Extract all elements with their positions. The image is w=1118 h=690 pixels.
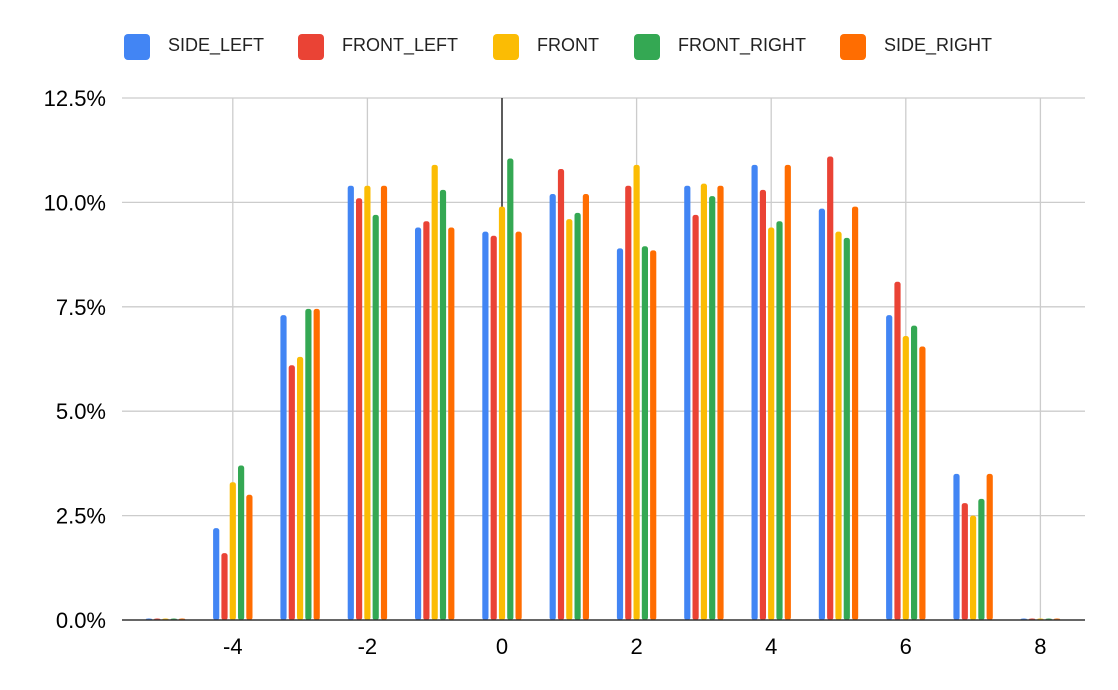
bar-front-left: [356, 198, 363, 620]
bar-front-right: [305, 308, 312, 620]
bar-side-left: [213, 528, 220, 620]
y-tick-label: 2.5%: [56, 504, 106, 529]
bar-side-right: [919, 346, 926, 620]
bars: [145, 156, 1061, 621]
bar-front-left: [423, 221, 430, 620]
bar-front: [902, 336, 909, 620]
bar-side-left: [818, 208, 825, 620]
bar-side-right: [515, 231, 522, 620]
bar-front: [700, 183, 707, 620]
bar-front-left: [288, 365, 295, 620]
bar-front-left: [490, 235, 497, 621]
x-tick-label: -4: [223, 634, 243, 659]
bar-front-right: [439, 189, 447, 620]
legend-swatch: [493, 34, 519, 60]
x-tick-label: 8: [1034, 634, 1046, 659]
y-tick-label: 0.0%: [56, 608, 106, 633]
bar-front: [566, 219, 573, 620]
legend-label: SIDE_RIGHT: [884, 35, 992, 56]
legend-label: FRONT: [537, 35, 599, 55]
bar-side-right: [852, 206, 859, 621]
bar-front-left: [759, 189, 766, 620]
bar-front-right: [843, 237, 850, 620]
bar-front-right: [776, 221, 783, 620]
bar-front-left: [221, 553, 228, 620]
legend-label: FRONT_RIGHT: [678, 35, 806, 56]
bar-front-right: [911, 325, 918, 620]
gridlines: [122, 97, 1085, 620]
bar-front: [431, 164, 438, 621]
bar-front-left: [692, 214, 699, 621]
bar-side-left: [616, 248, 624, 620]
y-tick-label: 7.5%: [56, 295, 106, 320]
legend-swatch: [634, 34, 660, 60]
bar-front-left: [961, 503, 968, 620]
bar-front-right: [574, 212, 581, 620]
bar-side-right: [717, 185, 724, 621]
y-tick-label: 10.0%: [44, 190, 106, 215]
bar-side-right: [380, 185, 388, 621]
x-tick-label: 6: [900, 634, 912, 659]
bar-front-right: [507, 158, 514, 620]
bar-side-left: [549, 194, 556, 620]
chart-legend: SIDE_LEFT FRONT_LEFT FRONT FRONT_RIGHT SIDE_…: [124, 34, 992, 60]
bar-front: [633, 164, 640, 621]
x-tick-label: -2: [358, 634, 378, 659]
y-tick-label: 5.0%: [56, 399, 106, 424]
bar-side-left: [751, 164, 758, 621]
bar-front-right: [238, 465, 245, 620]
bar-front: [835, 231, 842, 620]
bar-side-left: [280, 315, 287, 620]
bar-side-right: [448, 227, 455, 620]
x-tick-label: 0: [496, 634, 508, 659]
bar-front-right: [372, 214, 379, 621]
bar-front-left: [827, 156, 834, 621]
bar-front-right: [641, 246, 648, 621]
bar-side-left: [415, 227, 422, 620]
legend-label: FRONT_LEFT: [342, 35, 458, 56]
bar-side-right: [313, 308, 320, 620]
bar-side-left: [347, 185, 354, 621]
bar-front: [229, 482, 236, 620]
bar-front: [364, 185, 371, 621]
bar-front: [970, 515, 977, 620]
y-tick-label: 12.5%: [44, 86, 106, 111]
x-tick-label: 4: [765, 634, 777, 659]
bar-side-left: [886, 315, 893, 620]
bar-front-right: [709, 196, 716, 621]
legend-label: SIDE_LEFT: [168, 35, 264, 56]
legend-swatch: [840, 34, 866, 60]
bar-side-right: [784, 164, 791, 621]
bar-side-left: [953, 473, 960, 620]
y-axis: 0.0% 2.5% 5.0% 7.5% 10.0% 12.5%: [44, 86, 106, 633]
bar-front-left: [894, 281, 901, 620]
bar-front-left: [625, 185, 632, 621]
bar-front: [768, 227, 775, 620]
bar-front: [498, 206, 506, 621]
bar-side-right: [582, 194, 589, 620]
bar-side-right: [650, 250, 657, 620]
bar-front-left: [557, 168, 565, 620]
bar-side-right: [986, 473, 993, 620]
bar-side-left: [684, 185, 691, 621]
bar-front-right: [978, 498, 985, 620]
bar-front: [297, 356, 304, 620]
bar-side-left: [482, 231, 489, 620]
legend-swatch: [124, 34, 150, 60]
x-tick-label: 2: [630, 634, 642, 659]
bar-side-right: [246, 494, 253, 620]
legend-swatch: [298, 34, 324, 60]
x-axis: -4 -2 0 2 4 6 8: [223, 634, 1047, 659]
